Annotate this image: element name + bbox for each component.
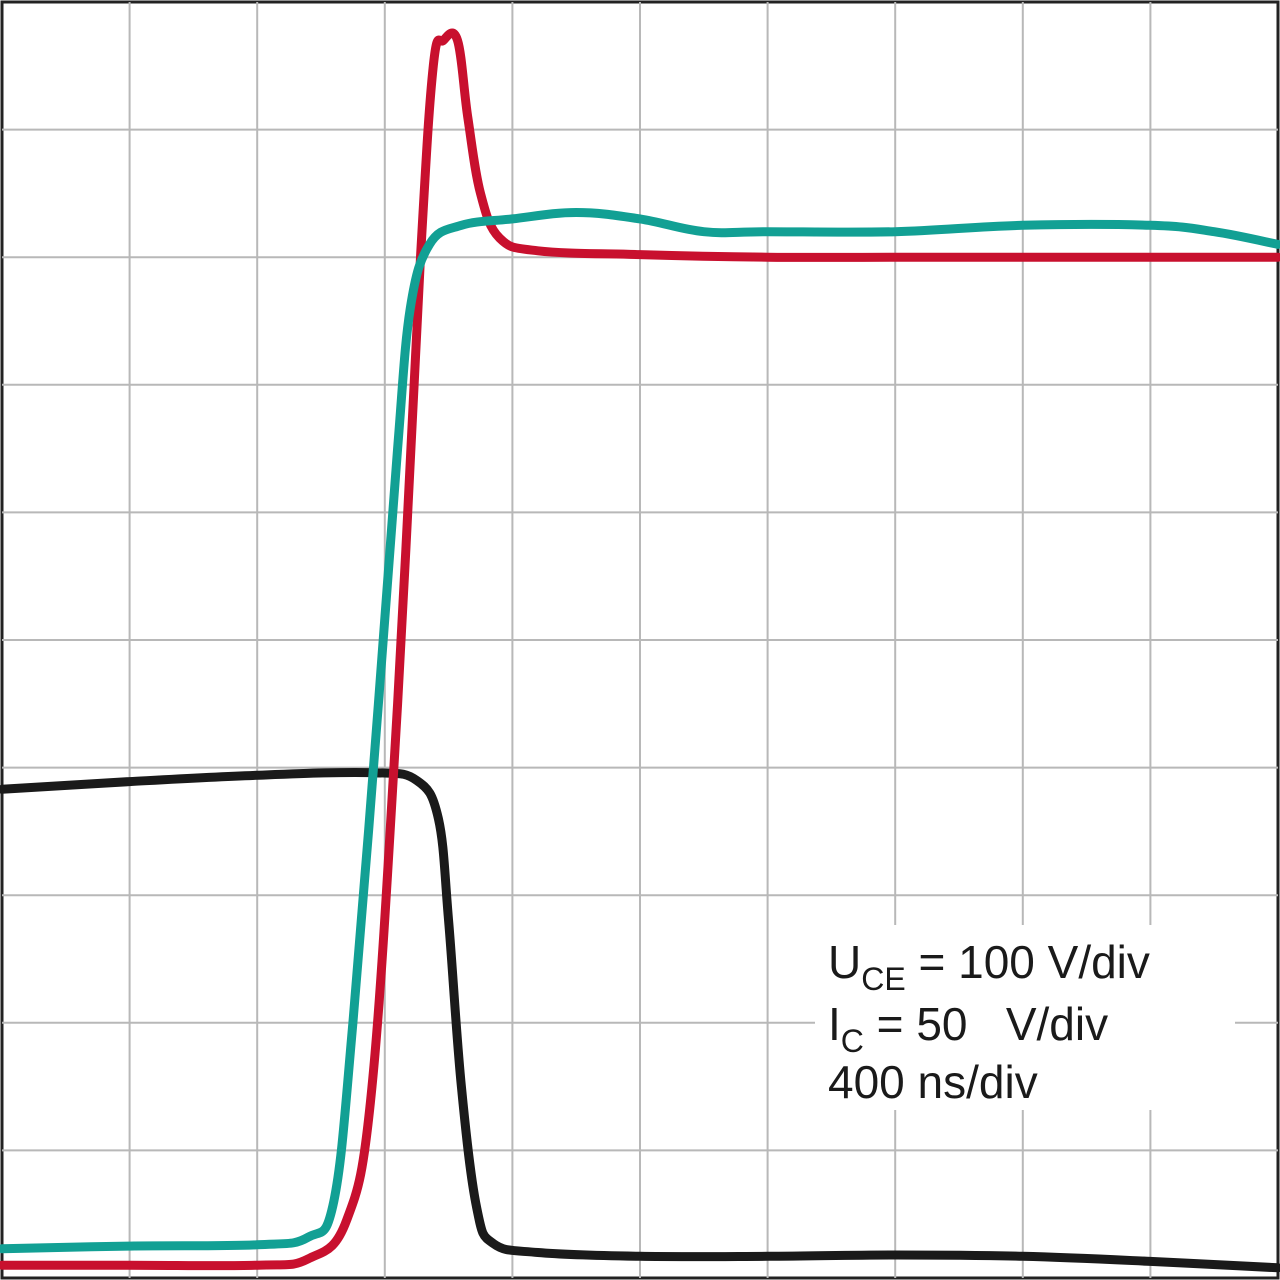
series-group	[0, 28, 1280, 1273]
legend-ic-subscript: C	[841, 1023, 864, 1059]
series-ic-line	[0, 28, 1280, 1271]
series-uce-line	[0, 767, 1280, 1273]
legend: UCE = 100 V/div IC = 50 V/div 400 ns/div	[828, 936, 1150, 1108]
legend-timebase: 400 ns/div	[828, 1056, 1038, 1108]
series-trace-3-line	[0, 208, 1280, 1254]
legend-uce-symbol: U	[828, 936, 861, 988]
legend-uce: UCE = 100 V/div	[828, 936, 1150, 997]
legend-ic-scale: = 50 V/div	[864, 998, 1108, 1050]
legend-ic: IC = 50 V/div	[828, 998, 1108, 1059]
legend-uce-scale: = 100 V/div	[906, 936, 1150, 988]
legend-ic-symbol: I	[828, 998, 841, 1050]
legend-uce-subscript: CE	[861, 961, 905, 997]
legend-background	[815, 925, 1235, 1110]
